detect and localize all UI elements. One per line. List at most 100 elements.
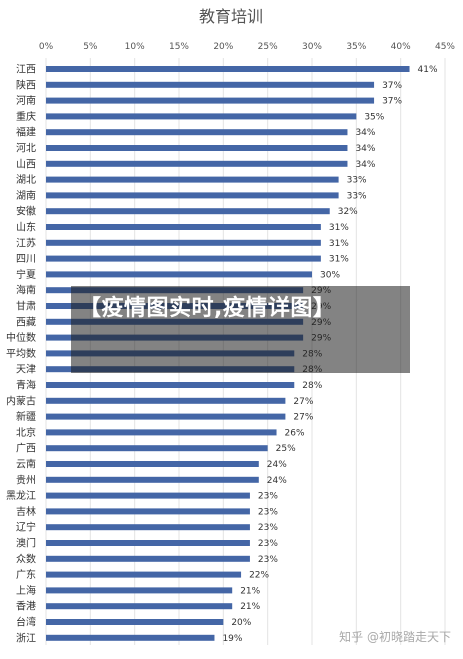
data-label: 34% (355, 144, 375, 154)
data-label: 23% (258, 555, 278, 565)
watermark-text: 知乎 @初晓踏走天下 (339, 630, 451, 644)
category-label: 河南 (16, 94, 36, 107)
data-label: 33% (347, 191, 367, 201)
category-label: 四川 (16, 254, 36, 265)
bar (46, 634, 215, 641)
category-label: 青海 (16, 379, 36, 392)
data-label: 19% (222, 634, 242, 644)
bar (46, 66, 410, 72)
bar (46, 239, 321, 246)
x-tick-label: 10% (125, 42, 145, 52)
bar (46, 619, 224, 625)
bar (46, 540, 250, 546)
bar (46, 255, 321, 262)
data-label: 23% (258, 492, 278, 502)
category-label: 山东 (16, 221, 36, 234)
data-label: 26% (285, 428, 305, 438)
category-label: 河北 (16, 143, 36, 155)
bar (46, 492, 250, 499)
data-label: 31% (329, 255, 349, 265)
category-label: 辽宁 (16, 521, 36, 534)
category-label: 甘肃 (16, 300, 36, 313)
category-label: 内蒙古 (6, 394, 36, 407)
bar (46, 413, 286, 420)
data-label: 31% (329, 223, 349, 233)
data-label: 33% (347, 176, 367, 186)
category-label: 上海 (16, 584, 36, 597)
bar (46, 476, 259, 483)
bar (46, 429, 277, 436)
x-tick-label: 30% (302, 42, 322, 52)
category-label: 江西 (16, 64, 36, 76)
x-tick-label: 5% (83, 42, 98, 52)
category-label: 黑龙江 (6, 489, 36, 502)
bar (46, 176, 339, 183)
category-label: 广西 (16, 443, 36, 455)
data-label: 30% (320, 270, 340, 280)
bar (46, 271, 312, 278)
overlay-banner (71, 286, 410, 373)
bar (46, 208, 330, 215)
category-label: 安徽 (16, 205, 36, 218)
category-label: 宁夏 (16, 268, 36, 281)
category-label: 广东 (16, 568, 36, 581)
chart-title: 教育培训 (199, 7, 263, 26)
data-label: 32% (338, 207, 358, 217)
bar (46, 445, 268, 452)
data-label: 41% (418, 65, 438, 75)
data-label: 23% (258, 523, 278, 533)
data-label: 37% (382, 97, 402, 107)
category-label: 平均数 (6, 347, 36, 360)
category-label: 新疆 (16, 410, 36, 423)
category-label: 吉林 (16, 505, 36, 518)
data-label: 22% (249, 571, 269, 581)
bar (46, 397, 286, 404)
bar (46, 97, 375, 104)
bar (46, 129, 348, 136)
category-label: 贵州 (16, 473, 36, 486)
x-tick-label: 25% (258, 42, 278, 52)
bar (46, 571, 242, 578)
category-label: 北京 (16, 426, 36, 439)
x-tick-label: 20% (213, 42, 233, 52)
bar (46, 587, 233, 594)
category-label: 澳门 (16, 537, 36, 550)
data-label: 20% (231, 618, 251, 628)
bar (46, 81, 375, 88)
category-label: 陕西 (16, 78, 36, 91)
data-label: 25% (276, 444, 296, 454)
category-label: 山西 (16, 158, 36, 170)
data-label: 28% (302, 381, 322, 391)
category-label: 香港 (16, 601, 36, 613)
bar (46, 145, 348, 151)
bar (46, 508, 250, 515)
category-label: 海南 (16, 284, 36, 297)
data-label: 35% (364, 112, 384, 122)
overlay-headline: 【疫情图实时,疫情详图】 (79, 296, 336, 321)
category-label: 湖南 (16, 189, 36, 202)
data-label: 34% (355, 160, 375, 170)
category-label: 台湾 (16, 616, 36, 629)
bar (46, 555, 250, 562)
bar (46, 160, 348, 167)
category-label: 众数 (16, 552, 36, 565)
category-label: 天津 (16, 364, 36, 376)
data-label: 31% (329, 239, 349, 249)
x-tick-label: 0% (39, 42, 54, 52)
x-tick-label: 15% (169, 42, 189, 52)
data-label: 23% (258, 539, 278, 549)
category-label: 西藏 (16, 316, 36, 328)
bar (46, 192, 339, 199)
data-label: 27% (293, 413, 313, 423)
data-label: 23% (258, 507, 278, 517)
data-label: 24% (267, 476, 287, 486)
category-label: 云南 (16, 458, 36, 471)
x-tick-label: 40% (391, 42, 411, 52)
bar (46, 113, 357, 120)
bar (46, 603, 233, 610)
x-axis-ticks: 0% 5% 10% 15% 20% 25% 30% 35% 40% 45% (39, 42, 456, 52)
data-label: 21% (240, 586, 260, 596)
bar (46, 224, 321, 230)
category-labels: 江西陕西河南重庆福建河北山西湖北湖南安徽山东江苏四川宁夏海南甘肃西藏中位数平均数… (6, 64, 36, 645)
